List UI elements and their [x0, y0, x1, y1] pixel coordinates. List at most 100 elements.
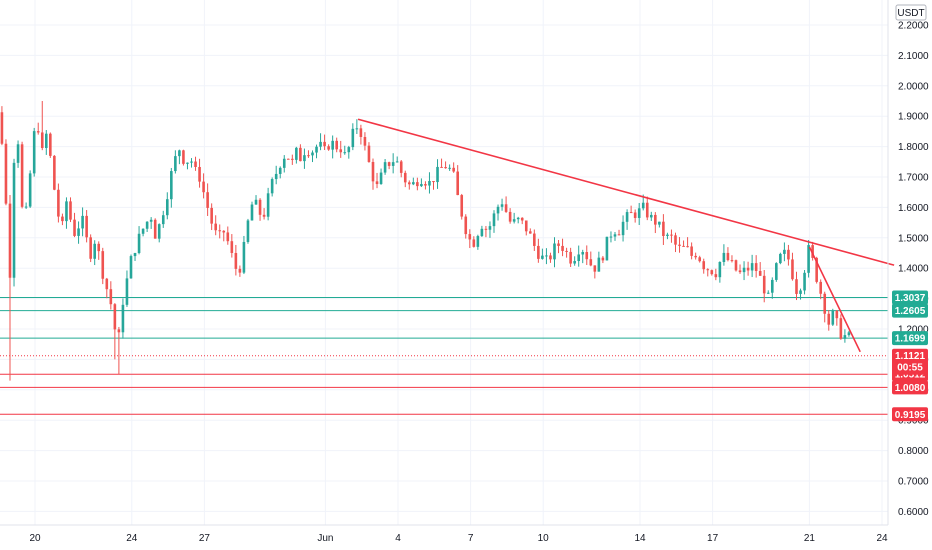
candle-body [734, 260, 738, 271]
candle-body [4, 143, 8, 204]
candle-body [291, 158, 294, 160]
candle-body [726, 252, 730, 261]
candle-body [613, 234, 617, 237]
candle-body [658, 221, 661, 225]
candle-body [706, 269, 710, 271]
candle-body [254, 199, 258, 205]
horizontal-levels [0, 296, 888, 415]
candle-body [242, 241, 246, 273]
candle-body [266, 193, 270, 217]
candle-body [28, 173, 32, 207]
candles [0, 101, 851, 381]
candle-body [133, 253, 137, 257]
price-badges: 1.3037 1.2605 1.1699 1.0512 1.0080 0.9195 1.11… [892, 290, 928, 422]
candle-body [476, 236, 480, 247]
candle-body [617, 234, 621, 236]
x-tick-label: 24 [126, 533, 138, 544]
candle-body [226, 232, 230, 242]
candle-body [694, 255, 697, 258]
candle-body [831, 310, 835, 325]
candle-body [278, 167, 282, 174]
level-badge [892, 331, 928, 346]
candle-body [331, 140, 334, 150]
candle-body [170, 171, 173, 200]
candle-body [145, 221, 149, 229]
candle-body [585, 252, 589, 260]
candle-body [775, 263, 778, 280]
candle-body [811, 245, 814, 258]
candle-body [49, 133, 52, 156]
candle-body [484, 228, 488, 230]
y-tick-label: 1.7000 [898, 173, 929, 184]
candle-body [468, 234, 472, 240]
candle-body [440, 166, 443, 168]
time-axis[interactable]: 20 24 27 Jun 4 7 10 14 17 21 24 [29, 533, 888, 544]
candle-body [496, 206, 500, 214]
y-tick-label: 1.9000 [898, 112, 929, 123]
candle-body [129, 256, 133, 279]
candle-body [12, 162, 16, 278]
x-tick-label: 24 [876, 533, 888, 544]
candle-body [561, 245, 564, 251]
candle-body [307, 155, 310, 157]
y-tick-label: 2.1000 [898, 51, 929, 62]
candle-body [399, 161, 403, 173]
candle-body [117, 329, 121, 333]
candle-body [645, 202, 649, 218]
candle-body [569, 251, 572, 264]
candle-body [282, 158, 286, 168]
x-tick-label: 21 [804, 533, 816, 544]
candle-body [89, 237, 92, 259]
candle-body [682, 245, 685, 247]
candle-body [153, 219, 157, 239]
candle-body [847, 332, 851, 336]
y-tick-label: 0.8000 [898, 446, 929, 457]
candle-body [528, 231, 532, 234]
candle-body [581, 252, 585, 255]
candle-body [113, 304, 117, 330]
candle-body [807, 245, 810, 273]
candle-body [93, 243, 96, 259]
candle-body [504, 204, 508, 212]
candle-body [315, 146, 318, 153]
candle-body [629, 212, 633, 214]
candle-body [57, 189, 60, 217]
candle-body [347, 147, 351, 153]
candle-body [762, 275, 766, 294]
candle-body [363, 136, 367, 146]
candle-body [8, 203, 12, 278]
candle-body [311, 152, 314, 156]
candle-body [791, 259, 794, 280]
candle-body [424, 184, 427, 186]
candle-body [710, 270, 714, 275]
candle-body [609, 236, 613, 238]
currency-label-text: USDT [897, 8, 924, 19]
candle-body [633, 212, 637, 218]
candle-body [839, 318, 843, 339]
candle-body [770, 279, 774, 293]
y-tick-label: 1.2000 [898, 325, 929, 336]
candle-body [36, 131, 40, 133]
candle-body [178, 150, 181, 157]
candle-body [432, 181, 435, 183]
candle-body [61, 216, 64, 222]
candle-body [367, 145, 371, 162]
candle-body [286, 158, 290, 160]
candle-body [403, 172, 407, 183]
countdown-label: 00:55 [897, 363, 923, 374]
current-price-label: 1.1121 [895, 351, 925, 362]
candle-body [186, 162, 189, 164]
trendline [357, 118, 895, 266]
level-badge [892, 380, 928, 395]
candle-body [44, 133, 48, 149]
candle-body [85, 215, 88, 238]
candle-body [524, 220, 528, 232]
price-axis[interactable]: 2.2000 2.1000 2.0000 1.9000 1.8000 1.7000 1.60… [898, 21, 929, 518]
candle-body [835, 310, 839, 319]
currency-label[interactable]: USDT [895, 4, 927, 21]
candle-body [718, 261, 722, 278]
candle-body [206, 192, 209, 208]
level-badge-label: 1.1699 [895, 334, 926, 345]
level-badge-label: 1.2605 [895, 306, 926, 317]
